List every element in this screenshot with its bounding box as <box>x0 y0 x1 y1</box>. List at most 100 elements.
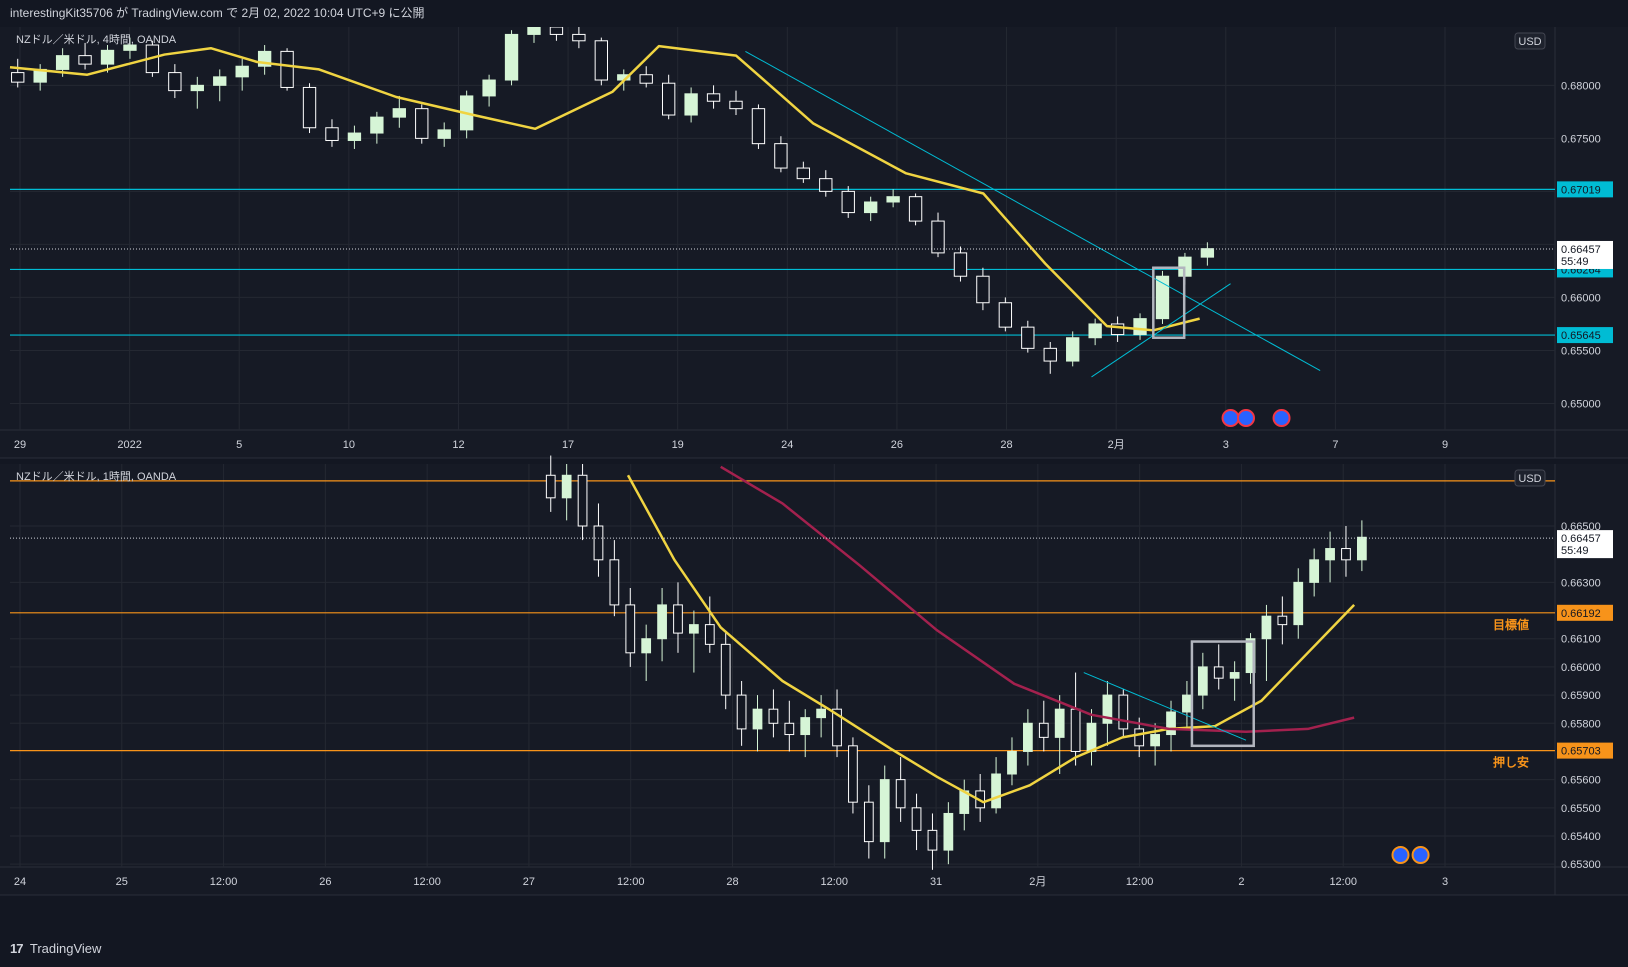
candle-body <box>1150 734 1160 747</box>
candle-body <box>998 302 1013 328</box>
candle-body <box>577 474 588 527</box>
moving-average-line <box>9 44 1200 332</box>
last-price-tag <box>1557 530 1613 559</box>
candle-body <box>819 178 833 192</box>
y-tick-label: 0.65800 <box>1561 718 1601 730</box>
y-tick-label: 0.68000 <box>1561 80 1601 92</box>
y-tick-label: 0.66300 <box>1561 577 1601 589</box>
candle-body <box>1133 318 1147 336</box>
candle-body <box>720 643 731 696</box>
currency-label: USD <box>1518 36 1541 48</box>
moving-average-line <box>626 474 1356 804</box>
us-event-flag-icon <box>1272 409 1291 427</box>
candle-body <box>280 50 294 88</box>
x-tick-label: 10 <box>343 439 355 451</box>
candle-body <box>1166 711 1176 736</box>
candle-body <box>594 40 608 81</box>
chart-pane-1h[interactable]: 0.66500 0.66300 0.66100 0.66000 0.65900 0.658… <box>0 455 1628 896</box>
candle-body <box>549 27 564 35</box>
candle-body <box>796 167 811 180</box>
x-tick-label: 12:00 <box>1126 876 1154 888</box>
candle-body <box>1325 548 1335 561</box>
x-tick-label: 29 <box>14 439 26 451</box>
candle-body <box>639 74 653 84</box>
candle-body <box>768 708 779 724</box>
candle-body <box>1118 694 1129 730</box>
candle-body <box>415 108 429 139</box>
y-tick-label: 0.65500 <box>1561 803 1601 815</box>
x-tick-label: 31 <box>930 876 942 888</box>
y-tick-label: 0.67500 <box>1561 133 1601 145</box>
y-tick-label: 0.66500 <box>1561 521 1601 533</box>
y-tick-label: 0.65000 <box>1561 398 1601 410</box>
candle-body <box>953 252 968 277</box>
x-tick-label: 12:00 <box>413 876 441 888</box>
x-tick-label: 2月 <box>1108 439 1125 451</box>
candle-body <box>1007 750 1017 775</box>
us-event-flag-icon <box>1237 409 1255 427</box>
us-event-flag-icon <box>1411 846 1430 864</box>
x-tick-label: 25 <box>116 876 128 888</box>
us-event-flag-icon <box>1221 409 1240 427</box>
candle-body <box>848 745 858 803</box>
candle-body <box>641 638 652 654</box>
candle-body <box>1054 708 1065 738</box>
candle-body <box>751 108 766 145</box>
x-tick-label: 24 <box>781 439 793 451</box>
candle-body <box>1070 708 1081 752</box>
candle-body <box>689 624 699 634</box>
candle-body <box>673 604 683 634</box>
trendline <box>1091 283 1231 378</box>
candle-body <box>609 559 620 606</box>
trendline <box>1083 672 1247 741</box>
currency-label: USD <box>1518 473 1541 485</box>
candle-body <box>1341 548 1351 561</box>
candle-body <box>123 44 137 51</box>
footer-bar: 17 TradingView <box>0 930 1628 967</box>
chart-pane-4h[interactable]: 0.680000.675000.670000.665000.660000.655… <box>0 27 1628 459</box>
candle-body <box>545 474 556 499</box>
tradingview-logo-icon[interactable]: 17 <box>10 941 24 956</box>
candle-body <box>1182 694 1192 713</box>
y-tick-label: 0.65500 <box>1561 345 1601 357</box>
candle-body <box>168 72 182 92</box>
y-tick-label: 0.65400 <box>1561 831 1601 843</box>
y-tick-label: 0.66100 <box>1561 634 1601 646</box>
candle-body <box>911 807 922 831</box>
countdown-label: 55:49 <box>1561 256 1589 268</box>
candle-body <box>976 275 990 304</box>
currency-badge <box>1514 32 1546 50</box>
candle-body <box>886 196 900 203</box>
last-price-label: 0.66457 <box>1561 244 1601 256</box>
candle-body <box>504 33 519 81</box>
candle-body <box>1088 323 1102 339</box>
candle-body <box>841 190 855 214</box>
x-tick-label: 2022 <box>117 439 141 451</box>
x-tick-label: 19 <box>672 439 684 451</box>
level-price-tag <box>1557 327 1613 344</box>
candle-body <box>1293 581 1304 626</box>
x-tick-label: 12:00 <box>821 876 849 888</box>
pane-background <box>0 27 1628 458</box>
currency-badge <box>1514 469 1546 487</box>
candle-body <box>832 708 842 747</box>
candle-body <box>1261 615 1272 640</box>
trendline <box>745 50 1321 372</box>
y-tick-label: 0.65900 <box>1561 690 1601 702</box>
candle-body <box>1086 722 1097 752</box>
candle-body <box>729 100 743 110</box>
x-tick-label: 5 <box>236 439 242 451</box>
candle-body <box>800 717 811 736</box>
chart-area[interactable]: 0.680000.675000.670000.665000.660000.655… <box>0 27 1628 930</box>
x-tick-label: 26 <box>319 876 331 888</box>
candle-body <box>864 201 878 214</box>
candle-body <box>1357 536 1367 561</box>
candle-body <box>661 82 676 116</box>
candle-body <box>11 72 25 83</box>
last-price-label: 0.66457 <box>1561 533 1601 545</box>
y-tick-label: 0.66000 <box>1561 662 1601 674</box>
candle-body <box>657 604 667 640</box>
candle-body <box>1134 728 1145 747</box>
chart-title: NZドル／米ドル, 1時間, OANDA <box>16 470 177 483</box>
candle-body <box>572 33 586 42</box>
